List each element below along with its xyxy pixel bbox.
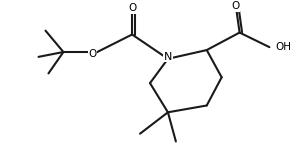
Text: O: O — [232, 1, 240, 11]
Text: O: O — [88, 49, 96, 59]
Text: OH: OH — [275, 42, 291, 52]
Text: O: O — [128, 3, 136, 13]
Text: N: N — [164, 52, 172, 62]
